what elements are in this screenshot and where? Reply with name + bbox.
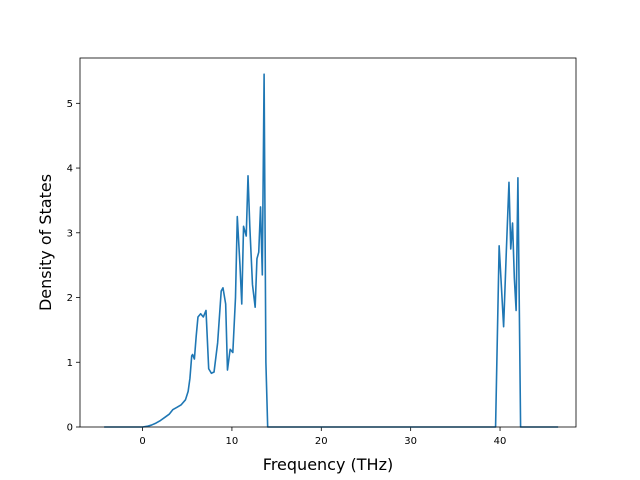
- x-axis-label: Frequency (THz): [263, 455, 393, 474]
- plot-background: [80, 58, 576, 427]
- x-tick-label: 20: [315, 436, 328, 447]
- y-tick-label: 1: [67, 358, 73, 369]
- x-tick-label: 10: [226, 436, 239, 447]
- x-tick-label: 40: [494, 436, 507, 447]
- x-tick-label: 30: [404, 436, 417, 447]
- axis-ticks: 0 10 20 30 40 0 1 2 3 4 5: [67, 99, 507, 447]
- y-axis-label: Density of States: [36, 174, 55, 311]
- y-tick-label: 4: [67, 164, 73, 175]
- x-tick-label: 0: [139, 436, 145, 447]
- y-tick-label: 5: [67, 99, 73, 110]
- y-tick-label: 3: [67, 228, 73, 239]
- plot-frame: [79, 57, 577, 428]
- dos-series-line: [104, 73, 559, 428]
- y-tick-label: 0: [67, 423, 73, 434]
- y-tick-label: 2: [67, 293, 73, 304]
